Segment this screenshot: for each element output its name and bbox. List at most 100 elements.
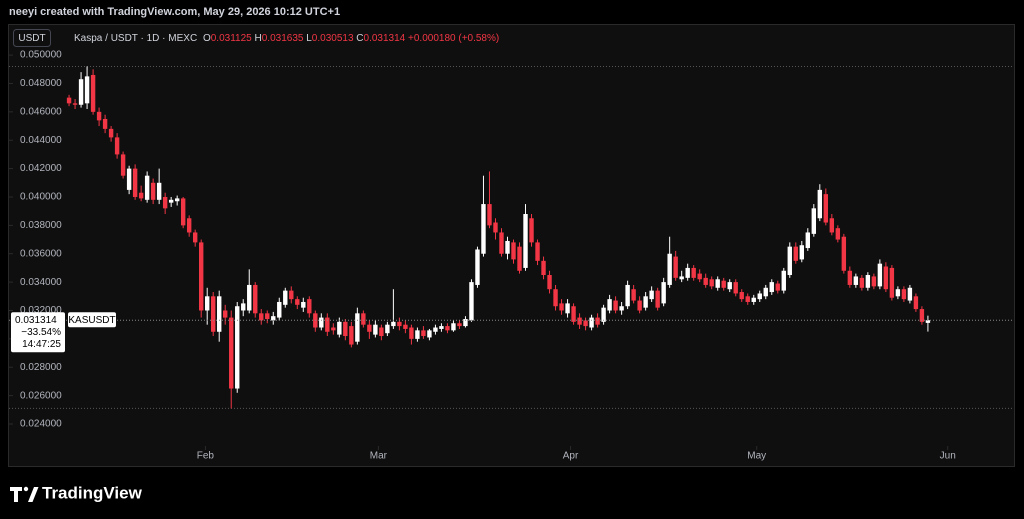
candle-body xyxy=(259,313,264,321)
candle-body xyxy=(114,137,120,155)
candle-body xyxy=(433,327,438,332)
candle-body xyxy=(565,303,570,314)
candle-body xyxy=(877,263,883,287)
candle-body xyxy=(589,317,594,328)
candle-body xyxy=(895,289,901,297)
candle-body xyxy=(883,266,889,290)
price-tag-box xyxy=(11,312,65,353)
logo-dot xyxy=(23,486,29,492)
candle-body xyxy=(229,317,234,389)
candle-body xyxy=(337,321,342,335)
candle-body xyxy=(823,194,829,223)
candle-body xyxy=(553,289,558,307)
candle-body xyxy=(751,297,756,302)
candle-body xyxy=(841,236,847,271)
o-value: 0.031125 xyxy=(211,33,252,44)
candle-body xyxy=(577,317,582,325)
candle-body xyxy=(799,245,804,260)
y-tick-label: 0.034000 xyxy=(20,277,62,288)
l-value: 0.030513 xyxy=(312,33,354,44)
candle-body xyxy=(745,296,750,302)
candle-body xyxy=(192,232,198,243)
candle-body xyxy=(463,319,468,327)
y-tick-label: 0.040000 xyxy=(20,192,62,203)
change: +0.000180 (+0.58%) xyxy=(408,33,499,44)
candle-body xyxy=(126,168,132,190)
candle-body xyxy=(415,330,420,339)
candle-body xyxy=(811,208,817,234)
c-value: 0.031314 xyxy=(364,33,406,44)
currency-label[interactable]: USDT xyxy=(18,33,45,44)
y-tick-label: 0.044000 xyxy=(20,135,62,146)
candle-body xyxy=(217,296,222,332)
candle-body xyxy=(661,282,666,304)
legend: Kaspa / USDT · 1D · MEXC O0.031125 H0.03… xyxy=(74,33,499,44)
candle-body xyxy=(186,218,192,233)
candle-body xyxy=(775,283,780,291)
x-tick-label: Apr xyxy=(563,451,579,462)
candle-body xyxy=(307,299,312,314)
candle-body xyxy=(138,192,144,199)
l-letter: L xyxy=(306,33,312,44)
candle-body xyxy=(78,79,84,105)
y-tick-label: 0.036000 xyxy=(20,248,62,259)
candle-body xyxy=(469,282,474,321)
candle-body xyxy=(685,267,690,278)
candle-body xyxy=(301,301,306,308)
candle-body xyxy=(613,300,618,311)
x-tick-label: Feb xyxy=(197,451,215,462)
candle-body xyxy=(715,279,720,288)
candle-body xyxy=(174,198,180,202)
candle-body xyxy=(649,290,654,300)
price-tag-countdown: 14:47:25 xyxy=(22,339,61,350)
price-tag-change: −33.54% xyxy=(21,327,61,338)
candle-body xyxy=(709,279,714,287)
candle-body xyxy=(517,246,522,271)
candle-body xyxy=(289,290,294,300)
brand-logo: TradingView xyxy=(10,483,143,502)
o-letter: O xyxy=(203,33,211,44)
candle-body xyxy=(265,313,270,320)
candle-body xyxy=(283,290,288,305)
candle-body xyxy=(721,280,726,288)
candle-body xyxy=(757,293,762,300)
candle-body xyxy=(204,296,210,311)
candle-body xyxy=(319,317,324,328)
candle-body xyxy=(379,327,384,337)
candle-body xyxy=(601,307,606,322)
candle-body xyxy=(247,284,252,311)
candle-body xyxy=(235,306,240,389)
candle-body xyxy=(421,330,426,337)
candle-body xyxy=(505,240,510,254)
candle-body xyxy=(859,277,865,288)
candle-body xyxy=(739,292,744,300)
candle-body xyxy=(913,296,919,310)
candle-body xyxy=(571,306,576,322)
candle-body xyxy=(631,289,636,301)
currency-button[interactable] xyxy=(13,29,51,47)
candle-body xyxy=(703,277,708,285)
x-tick-label: Jun xyxy=(940,451,956,462)
y-tick-label: 0.048000 xyxy=(20,78,62,89)
candle-body xyxy=(361,313,366,325)
candle-body xyxy=(547,275,552,290)
y-tick-label: 0.046000 xyxy=(20,106,62,117)
candle-body xyxy=(241,303,246,311)
candle-body xyxy=(132,168,138,197)
candle-body xyxy=(817,189,823,219)
candle-body xyxy=(667,253,672,285)
c-letter: C xyxy=(356,33,363,44)
candle-body xyxy=(331,327,336,331)
candle-body xyxy=(295,299,300,305)
candle-body xyxy=(150,182,156,200)
candle-body xyxy=(853,276,859,285)
h-value: 0.031635 xyxy=(262,33,304,44)
candle-body xyxy=(541,260,546,276)
candle-body xyxy=(451,323,456,331)
y-tick-label: 0.050000 xyxy=(20,50,62,61)
logo-v xyxy=(28,487,39,502)
candle-body xyxy=(625,284,630,307)
brand-name: TradingView xyxy=(42,483,143,502)
candle-body xyxy=(655,290,660,308)
